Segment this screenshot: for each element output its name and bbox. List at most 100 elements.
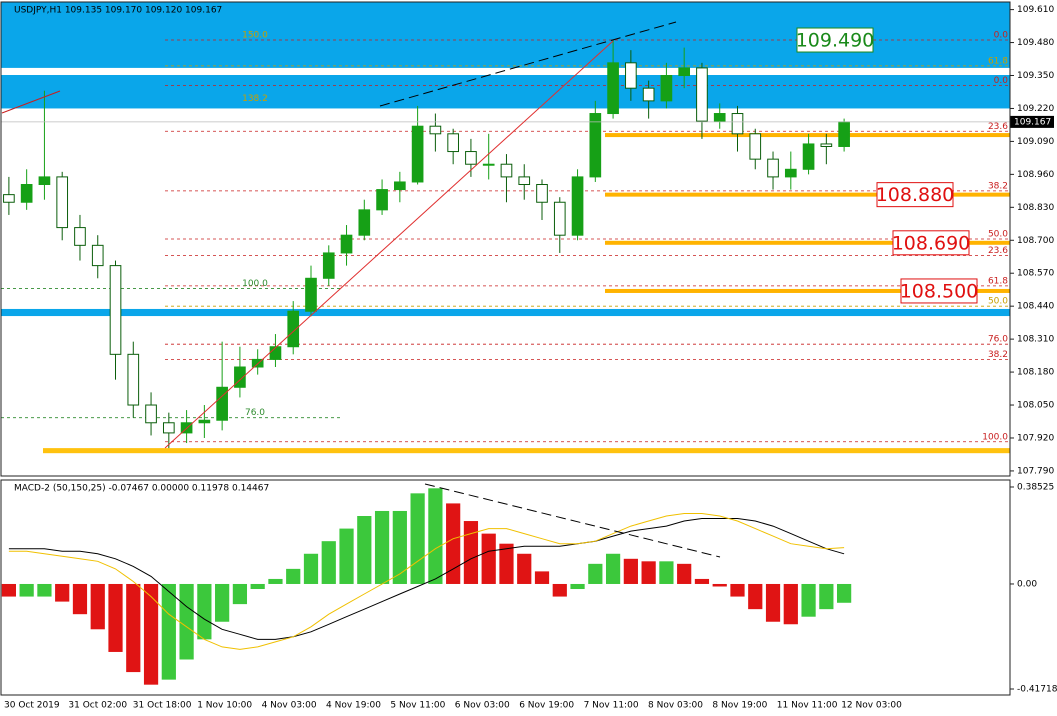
price-header: USDJPY,H1 109.135 109.170 109.120 109.16… <box>14 6 222 16</box>
macd-bar <box>499 543 514 584</box>
candle-body <box>162 422 175 434</box>
macd-bar <box>215 583 230 622</box>
candle-body <box>358 209 371 236</box>
fib-label: 50.0 <box>988 297 1008 307</box>
macd-bar <box>428 488 443 584</box>
trend-line <box>164 40 614 449</box>
annotation-text: 108.880 <box>876 184 955 206</box>
macd-bar <box>623 558 638 584</box>
macd-bar <box>641 561 656 584</box>
macd-bar <box>357 516 372 584</box>
x-tick-label: 31 Oct 02:00 <box>68 701 127 711</box>
macd-line <box>8 518 845 640</box>
annotation-text: 109.490 <box>796 30 875 52</box>
y-tick-label: 0.38525 <box>1017 482 1054 492</box>
x-tick-label: 31 Oct 18:00 <box>133 701 192 711</box>
fib-label: 23.6 <box>988 246 1008 256</box>
candle-body <box>127 353 140 406</box>
candle-body <box>74 227 86 246</box>
price-annotation: 108.880 <box>876 182 955 208</box>
x-tick-label: 6 Nov 03:00 <box>455 701 510 711</box>
y-tick-label: 109.350 <box>1017 71 1054 81</box>
macd-bar <box>819 583 834 610</box>
annotation-text: 108.500 <box>900 280 979 302</box>
current-price-label: 109.167 <box>1014 117 1051 127</box>
candle-body <box>660 75 673 102</box>
candle-body <box>731 113 744 135</box>
macd-bar <box>588 563 603 584</box>
macd-bar <box>321 541 336 584</box>
annotation-box <box>900 278 978 304</box>
macd-bar <box>108 583 123 652</box>
candle-body <box>625 62 637 89</box>
trend-line <box>424 483 721 558</box>
x-tick-label: 30 Oct 2019 <box>4 701 60 711</box>
macd-bar <box>197 583 212 640</box>
fib-label: 0.0 <box>994 76 1009 86</box>
fib-label: 50.0 <box>988 230 1008 240</box>
candle-body <box>269 346 282 360</box>
y-tick-label: -0.41718 <box>1017 685 1057 695</box>
support-line <box>605 240 1010 245</box>
macd-bar <box>232 583 248 605</box>
candle-body <box>607 62 619 115</box>
x-tick-label: 8 Nov 03:00 <box>648 701 703 711</box>
candle-body <box>696 67 708 122</box>
macd-bar <box>677 563 692 584</box>
macd-bar <box>179 583 194 660</box>
x-tick-label: 8 Nov 19:00 <box>712 701 767 711</box>
macd-bar <box>517 553 532 584</box>
price-annotation: 108.500 <box>900 278 979 304</box>
macd-header: MACD-2 (50,150,25) -0.07467 0.00000 0.11… <box>14 484 269 494</box>
macd-bar <box>72 583 88 615</box>
candle-body <box>109 265 122 355</box>
candle-body <box>216 386 228 421</box>
candle-body <box>465 151 477 165</box>
trend-line <box>379 21 677 107</box>
candle-body <box>838 121 850 147</box>
macd-bar <box>552 583 567 597</box>
y-tick-label: 0.00 <box>1017 579 1037 589</box>
macd-bar <box>250 583 265 590</box>
candle-body <box>91 244 104 267</box>
y-tick-label: 108.050 <box>1017 401 1054 411</box>
fib-label: 138.2 <box>242 94 268 104</box>
x-tick-label: 11 Nov 11:00 <box>777 701 838 711</box>
candle-body <box>56 176 69 229</box>
macd-bar <box>534 571 550 584</box>
candle-body <box>713 113 726 122</box>
candle-body <box>784 168 797 178</box>
macd-bar <box>837 583 852 603</box>
zone <box>43 448 1010 454</box>
price-annotation: 109.490 <box>796 27 875 53</box>
macd-bar <box>37 583 52 597</box>
y-tick-label: 108.700 <box>1017 236 1054 246</box>
macd-line <box>8 513 845 650</box>
candle-body <box>447 133 459 153</box>
macd-panel-frame <box>0 479 1011 696</box>
candle-body <box>145 404 157 424</box>
candle-body <box>553 201 566 236</box>
macd-bar <box>143 583 159 685</box>
macd-bar <box>90 583 105 630</box>
fib-label: 61.8 <box>988 56 1008 66</box>
macd-bar <box>605 553 621 584</box>
candle-body <box>767 158 779 178</box>
macd-bar <box>481 533 496 584</box>
candle-body <box>38 176 51 186</box>
macd-bar <box>392 510 407 584</box>
macd-bar <box>446 503 461 584</box>
zone <box>1 308 1010 317</box>
macd-bar <box>765 583 781 622</box>
candle-body <box>802 143 815 170</box>
fib-label: 76.0 <box>988 335 1008 345</box>
trend-line <box>1 90 61 114</box>
candle-body <box>340 234 353 254</box>
x-tick-label: 4 Nov 03:00 <box>262 701 317 711</box>
support-line <box>605 133 1010 138</box>
macd-bar <box>748 583 763 610</box>
support-line <box>605 192 1010 197</box>
